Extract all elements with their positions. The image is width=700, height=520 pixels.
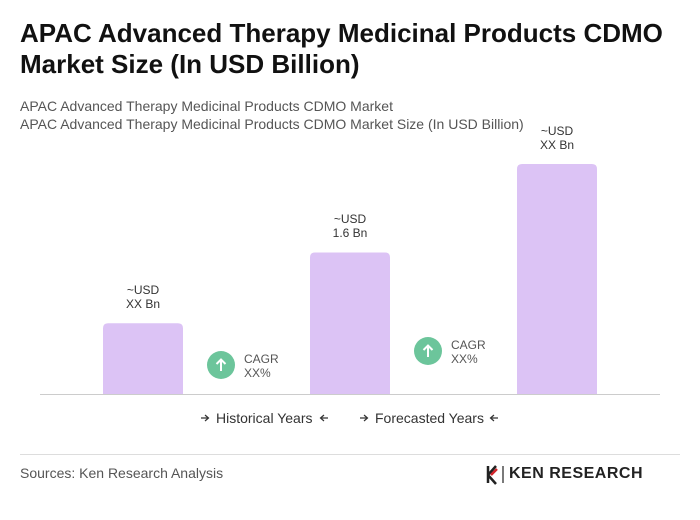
bar: [103, 323, 183, 394]
legend-arrow: [319, 414, 328, 422]
value-label: ~USD 1.6 Bn: [332, 212, 368, 241]
legend-label: Historical Years: [216, 410, 313, 426]
legend-label: Forecasted Years: [375, 410, 484, 426]
cagr-label: CAGR XX%: [451, 338, 486, 366]
bar: [310, 252, 390, 394]
cagr-arrow: [215, 358, 227, 371]
subtitle: APAC Advanced Therapy Medicinal Products…: [20, 98, 393, 114]
brand: KEN RESEARCH: [509, 465, 644, 482]
logo-icon: [486, 465, 504, 485]
subtitle: APAC Advanced Therapy Medicinal Products…: [20, 116, 524, 132]
bar: [517, 164, 597, 394]
value-label: ~USD XX Bn: [125, 283, 161, 312]
cagr-label: CAGR XX%: [244, 352, 279, 380]
legend-arrow: [489, 414, 498, 422]
source: Sources: Ken Research Analysis: [20, 465, 224, 481]
value-label: ~USD XX Bn: [539, 124, 575, 152]
legend-arrow: [360, 414, 369, 422]
legend-arrow: [201, 414, 210, 422]
chart-title: APAC Advanced Therapy Medicinal Products…: [20, 18, 663, 79]
cagr-arrow: [422, 344, 434, 357]
